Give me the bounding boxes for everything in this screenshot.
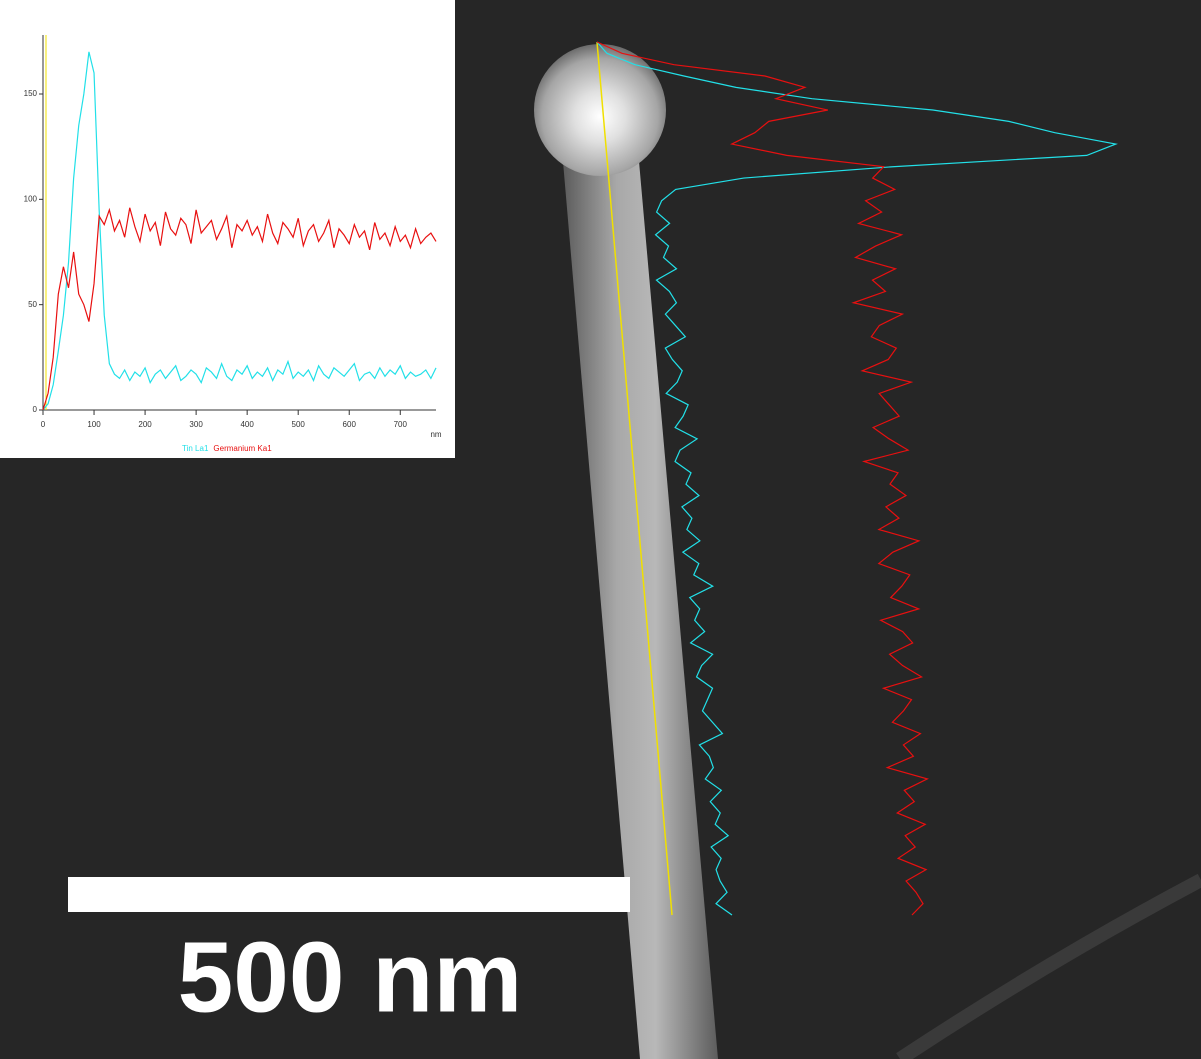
page: 0 50 100 150 0 100 200 300 400 500 600 700 nm Tin La1… — [0, 0, 1201, 1059]
x-tick-label: 600 — [343, 420, 357, 429]
catalyst-particle — [534, 44, 666, 176]
y-tick-label: 100 — [24, 194, 38, 203]
x-axis-label: nm — [430, 430, 441, 439]
x-tick-label: 300 — [189, 420, 203, 429]
x-tick-label: 500 — [292, 420, 306, 429]
x-tick-label: 700 — [394, 420, 408, 429]
scale-bar — [68, 877, 630, 912]
y-tick-label: 50 — [28, 300, 37, 309]
x-tick-label: 400 — [240, 420, 254, 429]
legend-entry: Tin La1 — [182, 444, 209, 453]
x-tick-label: 200 — [138, 420, 152, 429]
figure: 0 50 100 150 0 100 200 300 400 500 600 700 nm Tin La1… — [0, 0, 1201, 1059]
y-tick-label: 150 — [24, 89, 38, 98]
x-tick-label: 0 — [41, 420, 46, 429]
scale-bar-label: 500 nm — [178, 921, 523, 1033]
x-tick-label: 100 — [87, 420, 101, 429]
inset-background — [0, 0, 455, 458]
y-tick-label: 0 — [33, 405, 38, 414]
legend-entry: Germanium Ka1 — [213, 444, 272, 453]
